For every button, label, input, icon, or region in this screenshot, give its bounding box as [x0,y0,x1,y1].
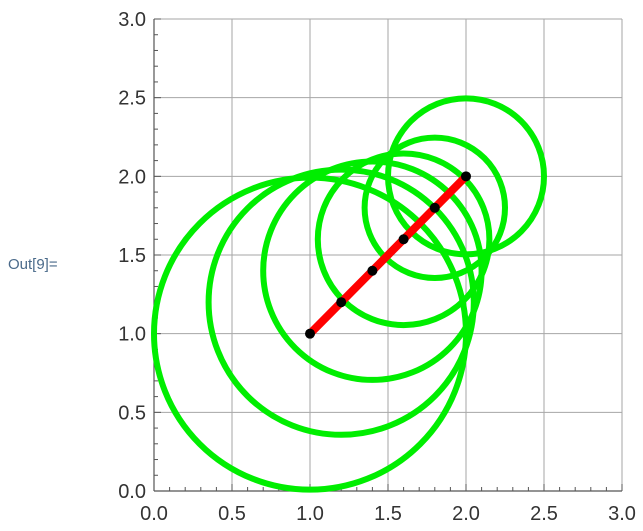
data-point [367,265,378,276]
x-tick-label: 1.0 [296,503,324,525]
circle-mark [205,166,477,438]
data-point [336,297,347,308]
y-tick-label: 0.5 [118,402,146,424]
data-point [429,202,440,213]
data-point [461,171,471,182]
y-tick-label: 1.0 [118,324,146,346]
x-tick-label: 0.5 [218,503,246,525]
y-axis-ticks: 0.0 0.5 1.0 1.5 2.0 2.5 3.0 [118,9,146,503]
data-point [398,234,409,245]
circle-mark [361,134,508,281]
segment-line [306,172,470,338]
x-tick-label: 2.0 [452,503,480,525]
circle-mark [385,95,547,258]
circle-mark [314,150,493,329]
x-tick-label: 3.0 [608,503,636,525]
data-point [305,328,315,339]
x-tick-label: 1.5 [374,503,402,525]
points-series [305,171,471,339]
circles-series [151,95,547,493]
axes [153,18,623,492]
y-tick-label: 2.0 [118,166,146,188]
x-axis-ticks: 0.0 0.5 1.0 1.5 2.0 2.5 3.0 [140,503,636,525]
y-tick-label: 3.0 [118,9,146,31]
x-tick-label: 0.0 [140,503,168,525]
output-cell-label: Out[9]= [8,256,58,273]
y-tick-label: 1.5 [118,245,146,267]
y-tick-label: 2.5 [118,88,146,110]
y-tick-label: 0.0 [118,481,146,503]
segment-series [306,172,470,338]
x-tick-label: 2.5 [530,503,558,525]
